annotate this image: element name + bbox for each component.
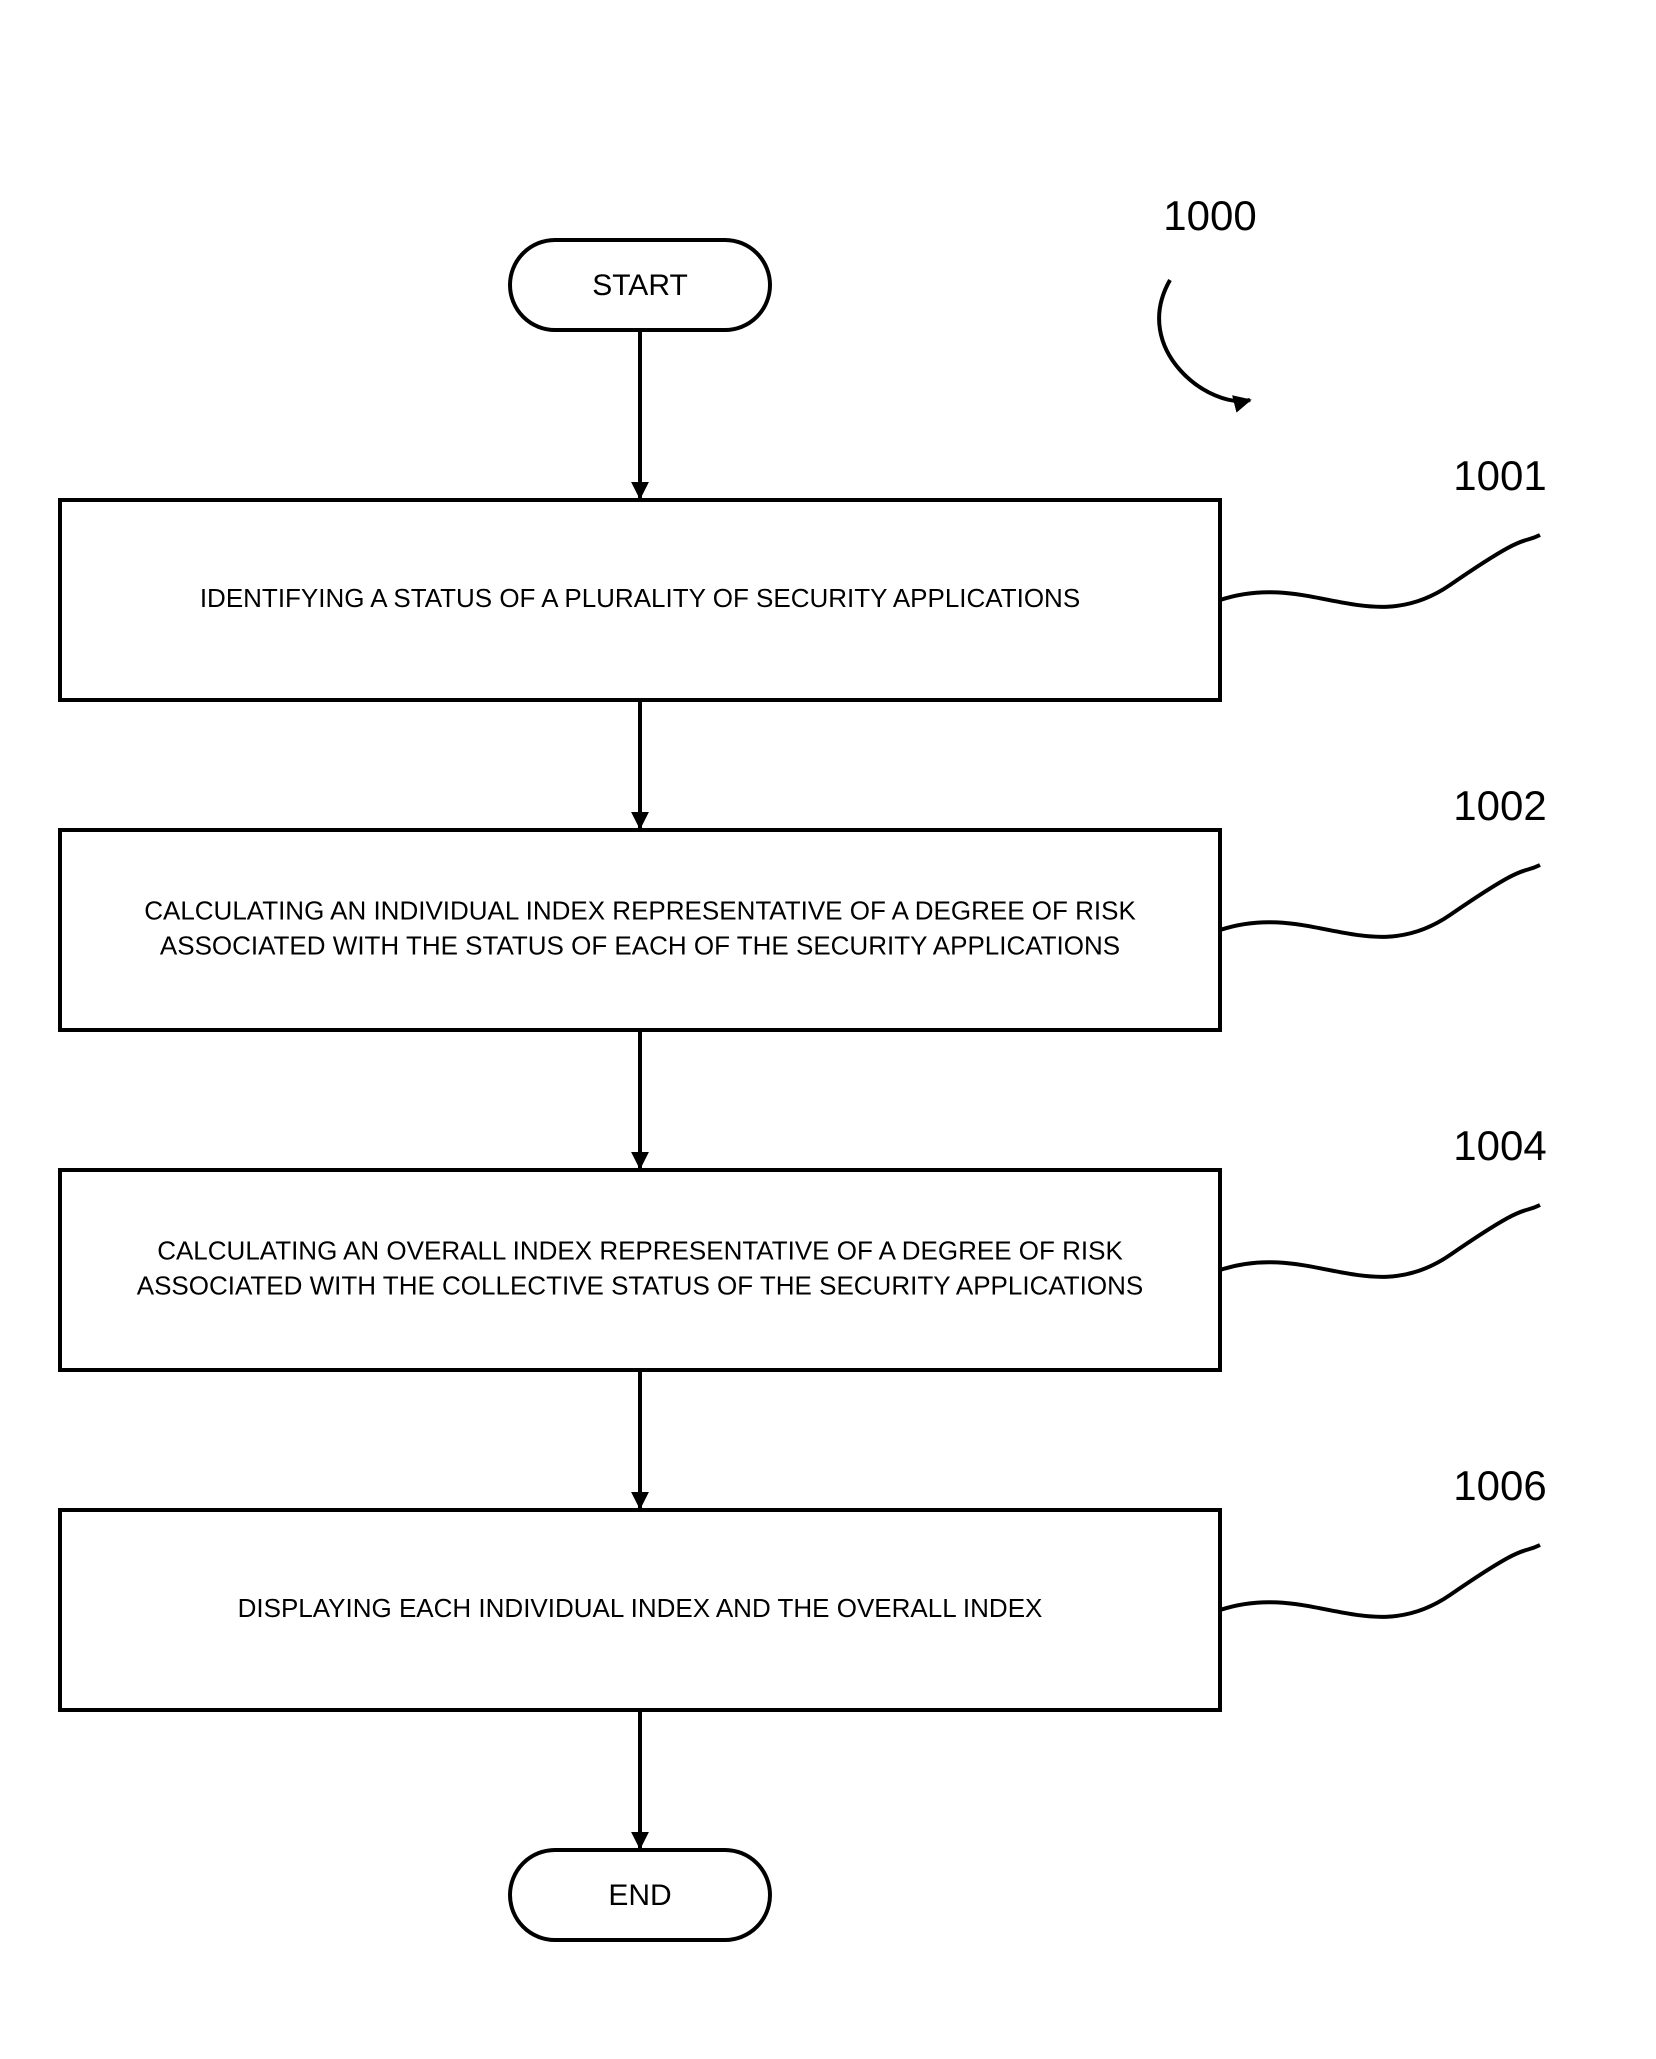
- node-start: START: [510, 240, 770, 330]
- node-step1: IDENTIFYING A STATUS OF A PLURALITY OF S…: [60, 500, 1220, 700]
- node-step3: CALCULATING AN OVERALL INDEX REPRESENTAT…: [60, 1170, 1220, 1370]
- leader-1001: [1220, 535, 1540, 607]
- leader-1006: [1220, 1545, 1540, 1617]
- step2-line-1: ASSOCIATED WITH THE STATUS OF EACH OF TH…: [160, 930, 1120, 960]
- ref-label-1004: 1004: [1453, 1122, 1546, 1169]
- step3-line-1: ASSOCIATED WITH THE COLLECTIVE STATUS OF…: [137, 1270, 1143, 1300]
- node-step4: DISPLAYING EACH INDIVIDUAL INDEX AND THE…: [60, 1510, 1220, 1710]
- ref-label-1002: 1002: [1453, 782, 1546, 829]
- ref-label-1006: 1006: [1453, 1462, 1546, 1509]
- step2-line-0: CALCULATING AN INDIVIDUAL INDEX REPRESEN…: [144, 895, 1136, 925]
- flowchart-svg: START IDENTIFYING A STATUS OF A PLURALITY…: [0, 0, 1656, 2059]
- leader-1002: [1220, 865, 1540, 937]
- step4-line-0: DISPLAYING EACH INDIVIDUAL INDEX AND THE…: [238, 1593, 1043, 1623]
- diagram-indicator-arrow: [1159, 280, 1250, 401]
- start-text: START: [592, 269, 688, 302]
- diagram-number: 1000: [1163, 192, 1256, 239]
- node-end: END: [510, 1850, 770, 1940]
- step3-line-0: CALCULATING AN OVERALL INDEX REPRESENTAT…: [157, 1235, 1123, 1265]
- step1-line-0: IDENTIFYING A STATUS OF A PLURALITY OF S…: [200, 583, 1080, 613]
- leader-1004: [1220, 1205, 1540, 1277]
- end-text: END: [608, 1879, 671, 1912]
- ref-label-1001: 1001: [1453, 452, 1546, 499]
- node-step2: CALCULATING AN INDIVIDUAL INDEX REPRESEN…: [60, 830, 1220, 1030]
